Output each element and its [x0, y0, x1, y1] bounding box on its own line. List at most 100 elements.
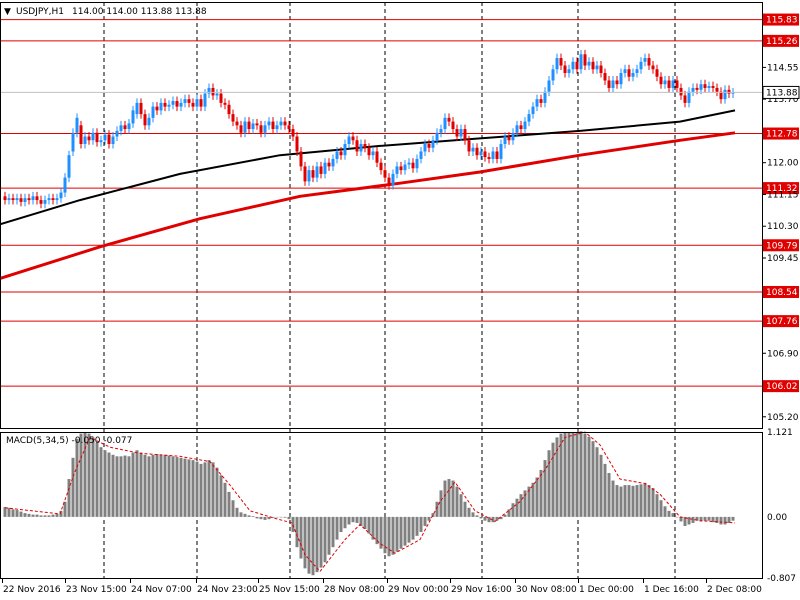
macd-bar	[427, 516, 431, 521]
price-panel[interactable]: 115.83 115.26 112.78 111.32 109.79 108.54 107.…	[0, 2, 800, 578]
candle-body	[455, 129, 459, 137]
macd-tick-label: -0.807	[767, 574, 796, 584]
time-label: 25 Nov 15:00	[259, 585, 320, 595]
candle-body	[403, 164, 407, 171]
candle-body	[495, 151, 499, 159]
candle-body	[639, 61, 643, 70]
macd-bar	[239, 512, 243, 517]
macd-bar	[231, 500, 235, 517]
time-label: 22 Nov 2016	[3, 585, 61, 595]
macd-bar	[431, 513, 435, 517]
macd-bar	[611, 480, 615, 517]
candle-body	[607, 80, 611, 88]
chart-header: ▼ USDJPY,H1 114.00 114.00 113.88 113.88	[4, 7, 207, 17]
candle-body	[247, 121, 251, 130]
macd-bar	[439, 490, 443, 517]
candle-body	[731, 92, 735, 94]
candle-body	[67, 155, 71, 178]
time-label: 24 Nov 23:00	[197, 585, 258, 595]
candle-body	[723, 89, 727, 100]
candle-body	[23, 198, 27, 202]
macd-bar	[267, 516, 271, 520]
macd-bar	[163, 454, 167, 517]
macd-bar	[527, 486, 531, 517]
macd-bar	[227, 491, 231, 517]
macd-bar	[479, 516, 483, 519]
macd-bar	[319, 516, 323, 568]
candle-body	[483, 151, 487, 158]
candle-body	[391, 173, 395, 186]
candle-body	[187, 99, 191, 103]
candle-body	[683, 95, 687, 103]
candle-body	[27, 198, 31, 201]
macd-bar	[23, 513, 27, 517]
candle-body	[179, 102, 183, 107]
candle-body	[299, 151, 303, 167]
candle-body	[703, 84, 707, 88]
macd-bar	[79, 433, 83, 517]
candle-body	[387, 177, 391, 186]
macd-panel[interactable]: 1.121 0.00 -0.807	[0, 428, 797, 584]
macd-bar	[435, 501, 439, 517]
macd-bar	[327, 516, 331, 555]
macd-bar	[703, 516, 707, 521]
time-label: 29 Nov 16:00	[451, 585, 512, 595]
macd-bar	[687, 516, 691, 525]
macd-bar	[711, 516, 715, 523]
macd-bar	[623, 485, 627, 517]
macd-bar	[723, 516, 727, 525]
macd-label: MACD(5,34,5) -0.050 -0.077	[6, 436, 132, 446]
macd-bar	[643, 482, 647, 517]
macd-bar	[303, 516, 307, 569]
macd-bar	[287, 516, 291, 520]
candle-body	[571, 61, 575, 70]
macd-bar	[63, 501, 67, 517]
macd-bar	[223, 482, 227, 517]
candle-body	[359, 144, 363, 152]
candle-body	[411, 162, 415, 169]
macd-bar	[99, 447, 103, 517]
candle-body	[343, 144, 347, 156]
candle-body	[635, 69, 639, 73]
candle-body	[643, 58, 647, 62]
macd-bar	[59, 510, 63, 517]
macd-bar	[455, 486, 459, 517]
candle-body	[419, 151, 423, 159]
macd-bar	[43, 515, 47, 517]
macd-bar	[323, 516, 327, 563]
macd-panel-frame	[0, 432, 763, 579]
candle-body	[211, 87, 215, 96]
candle-body	[107, 134, 111, 144]
macd-bar	[607, 472, 611, 517]
candle-body	[35, 196, 39, 201]
macd-bar	[367, 516, 371, 534]
macd-bar	[27, 513, 31, 517]
collapse-arrow-icon[interactable]: ▼	[4, 7, 11, 17]
macd-bar	[503, 514, 507, 517]
candle-body	[55, 198, 59, 201]
macd-bar	[511, 503, 515, 517]
candle-body	[487, 157, 491, 159]
time-label: 28 Nov 08:00	[324, 585, 385, 595]
macd-bar	[399, 516, 403, 549]
candle-body	[15, 198, 19, 201]
macd-bar	[175, 457, 179, 517]
moving-average-lines	[0, 109, 736, 280]
candle-body	[163, 102, 167, 107]
macd-bar	[563, 432, 567, 517]
candle-body	[695, 87, 699, 90]
macd-bar	[407, 516, 411, 543]
macd-bar	[263, 516, 267, 520]
macd-bar	[603, 463, 607, 517]
candle-body	[239, 125, 243, 133]
macd-axis: 1.121 0.00 -0.807	[767, 428, 796, 584]
macd-bar	[699, 516, 703, 522]
level-price-box	[763, 380, 799, 393]
macd-bar	[251, 516, 255, 517]
macd-bar	[139, 452, 143, 517]
macd-bar	[543, 460, 547, 517]
macd-bar	[347, 516, 351, 525]
candle-body	[619, 73, 623, 85]
candle-body	[99, 140, 103, 143]
